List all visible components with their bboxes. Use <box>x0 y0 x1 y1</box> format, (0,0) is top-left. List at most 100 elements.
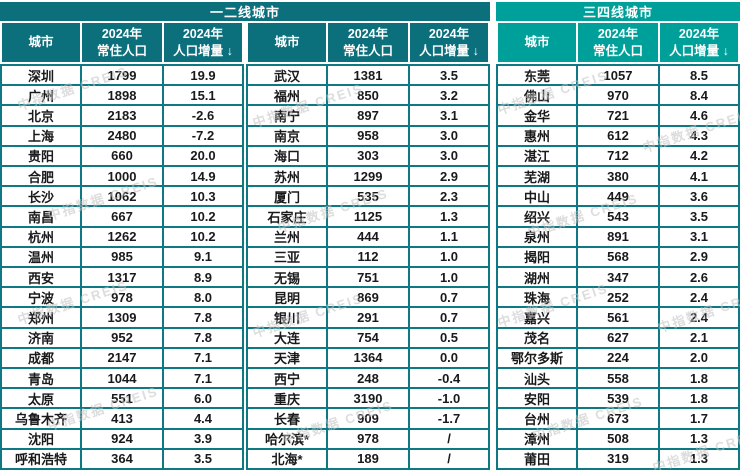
table-body: 东莞 1057 8.5 佛山 970 8.4 金华 721 4.6 惠州 612 4.3 湛江 712 4.… <box>496 64 740 470</box>
population-cell: 558 <box>578 369 658 388</box>
population-cell: 1898 <box>82 86 162 105</box>
city-cell: 揭阳 <box>498 247 576 266</box>
subtable-tier34: 城市 2024年 常住人口 2024年 人口增量 ↓ 东莞 1057 8.5 佛山 97… <box>496 23 740 470</box>
increase-cell: 8.9 <box>164 268 242 287</box>
city-cell: 汕头 <box>498 369 576 388</box>
population-cell: 303 <box>328 146 408 165</box>
city-cell: 湛江 <box>498 146 576 165</box>
city-cell: 济南 <box>2 328 80 347</box>
population-cell: 2183 <box>82 106 162 125</box>
population-cell: 2147 <box>82 348 162 367</box>
city-cell: 长春 <box>248 409 326 428</box>
city-cell: 嘉兴 <box>498 308 576 327</box>
city-cell: 郑州 <box>2 308 80 327</box>
population-cell: 380 <box>578 167 658 186</box>
increase-cell: 6.0 <box>164 389 242 408</box>
city-cell: 银川 <box>248 308 326 327</box>
population-cell: 612 <box>578 126 658 145</box>
population-cell: 891 <box>578 227 658 246</box>
group-header-tier34: 三四线城市 <box>496 2 740 21</box>
city-cell: 无锡 <box>248 268 326 287</box>
population-cell: 978 <box>328 429 408 448</box>
city-cell: 中山 <box>498 187 576 206</box>
population-cell: 248 <box>328 369 408 388</box>
population-cell: 1317 <box>82 268 162 287</box>
city-cell: 重庆 <box>248 389 326 408</box>
table-body: 武汉 1381 3.5 福州 850 3.2 南宁 897 3.1 南京 958 3.0 海口 303 3.… <box>246 64 490 470</box>
increase-cell: / <box>410 449 488 468</box>
city-cell: 南京 <box>248 126 326 145</box>
population-cell: 850 <box>328 86 408 105</box>
population-cell: 627 <box>578 328 658 347</box>
city-cell: 哈尔滨* <box>248 429 326 448</box>
increase-cell: 7.1 <box>164 369 242 388</box>
city-cell: 天津 <box>248 348 326 367</box>
city-cell: 莆田 <box>498 449 576 468</box>
increase-cell: -1.7 <box>410 409 488 428</box>
city-cell: 北京 <box>2 106 80 125</box>
population-cell: 291 <box>328 308 408 327</box>
city-cell: 芜湖 <box>498 167 576 186</box>
increase-cell: 3.5 <box>410 66 488 85</box>
increase-cell: 1.8 <box>660 389 738 408</box>
population-cell: 413 <box>82 409 162 428</box>
population-cell: 958 <box>328 126 408 145</box>
population-cell: 535 <box>328 187 408 206</box>
increase-cell: / <box>410 429 488 448</box>
increase-cell: -0.4 <box>410 369 488 388</box>
city-cell: 深圳 <box>2 66 80 85</box>
increase-cell: 1.8 <box>660 369 738 388</box>
increase-cell: 0.5 <box>410 328 488 347</box>
column-header-city: 城市 <box>2 23 80 62</box>
city-cell: 惠州 <box>498 126 576 145</box>
city-cell: 泉州 <box>498 227 576 246</box>
increase-cell: 3.1 <box>410 106 488 125</box>
increase-cell: 1.3 <box>660 449 738 468</box>
population-cell: 970 <box>578 86 658 105</box>
increase-cell: 9.1 <box>164 247 242 266</box>
city-cell: 三亚 <box>248 247 326 266</box>
increase-cell: 8.5 <box>660 66 738 85</box>
table-body: 深圳 1799 19.9 广州 1898 15.1 北京 2183 -2.6 上海 2480 -7.2… <box>0 64 244 470</box>
population-cell: 444 <box>328 227 408 246</box>
increase-cell: 10.2 <box>164 207 242 226</box>
population-cell: 1125 <box>328 207 408 226</box>
increase-cell: 1.0 <box>410 247 488 266</box>
column-header-row: 城市 2024年 常住人口 2024年 人口增量 ↓ <box>496 23 740 62</box>
increase-cell: 7.8 <box>164 308 242 327</box>
population-cell: 1000 <box>82 167 162 186</box>
population-cell: 721 <box>578 106 658 125</box>
tables-container: 城市 2024年 常住人口 2024年 人口增量 ↓ 深圳 1799 19.9 广州 1… <box>0 23 740 470</box>
city-cell: 海口 <box>248 146 326 165</box>
population-cell: 751 <box>328 268 408 287</box>
city-cell: 乌鲁木齐 <box>2 409 80 428</box>
population-cell: 1799 <box>82 66 162 85</box>
city-cell: 太原 <box>2 389 80 408</box>
column-header-row: 城市 2024年 常住人口 2024年 人口增量 ↓ <box>0 23 244 62</box>
population-cell: 561 <box>578 308 658 327</box>
population-cell: 449 <box>578 187 658 206</box>
column-header-population: 2024年 常住人口 <box>82 23 162 62</box>
population-cell: 568 <box>578 247 658 266</box>
city-cell: 沈阳 <box>2 429 80 448</box>
population-cell: 1057 <box>578 66 658 85</box>
population-cell: 364 <box>82 449 162 468</box>
population-cell: 985 <box>82 247 162 266</box>
city-cell: 绍兴 <box>498 207 576 226</box>
increase-cell: 4.6 <box>660 106 738 125</box>
increase-cell: 0.7 <box>410 308 488 327</box>
city-cell: 西宁 <box>248 369 326 388</box>
population-cell: 112 <box>328 247 408 266</box>
city-cell: 厦门 <box>248 187 326 206</box>
column-header-city: 城市 <box>248 23 326 62</box>
increase-cell: 2.1 <box>660 328 738 347</box>
increase-cell: 15.1 <box>164 86 242 105</box>
population-cell: 539 <box>578 389 658 408</box>
increase-cell: 3.0 <box>410 146 488 165</box>
population-cell: 1262 <box>82 227 162 246</box>
city-cell: 石家庄 <box>248 207 326 226</box>
increase-cell: 1.7 <box>660 409 738 428</box>
population-cell: 543 <box>578 207 658 226</box>
city-cell: 珠海 <box>498 288 576 307</box>
increase-cell: -1.0 <box>410 389 488 408</box>
